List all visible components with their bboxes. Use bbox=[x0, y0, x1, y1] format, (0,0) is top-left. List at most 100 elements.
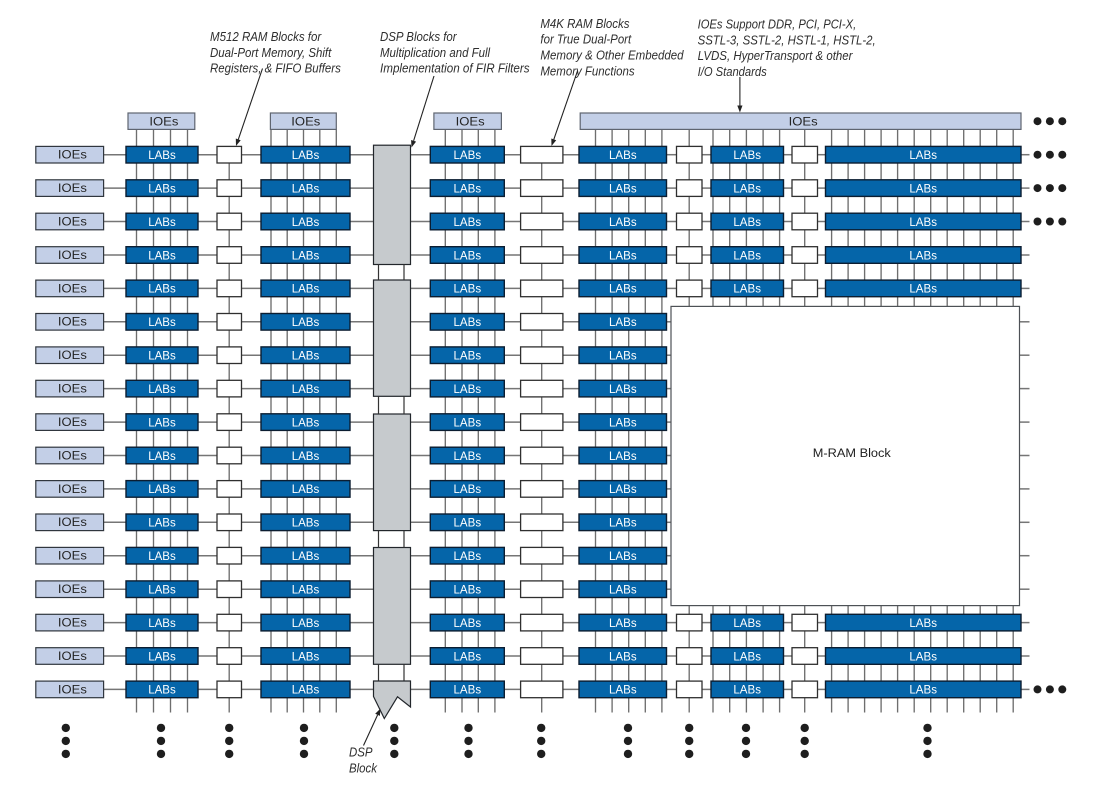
svg-text:LABs: LABs bbox=[454, 482, 482, 496]
svg-text:LABs: LABs bbox=[148, 248, 176, 262]
svg-text:LABs: LABs bbox=[454, 683, 482, 697]
svg-text:LABs: LABs bbox=[292, 215, 320, 229]
svg-text:LABs: LABs bbox=[148, 349, 176, 363]
svg-text:LABs: LABs bbox=[292, 315, 320, 329]
svg-text:IOEs: IOEs bbox=[58, 649, 87, 663]
svg-text:LABs: LABs bbox=[609, 449, 637, 463]
svg-text:LABs: LABs bbox=[292, 382, 320, 396]
svg-text:LABs: LABs bbox=[292, 148, 320, 162]
svg-text:IOEs: IOEs bbox=[58, 448, 87, 462]
svg-text:LABs: LABs bbox=[733, 683, 761, 697]
svg-text:for True Dual-Port: for True Dual-Port bbox=[540, 33, 631, 47]
svg-text:LABs: LABs bbox=[909, 683, 937, 697]
svg-text:LABs: LABs bbox=[609, 181, 637, 195]
svg-text:Implementation of FIR Filters: Implementation of FIR Filters bbox=[380, 62, 530, 76]
svg-text:LABs: LABs bbox=[609, 583, 637, 597]
svg-text:LABs: LABs bbox=[609, 248, 637, 262]
svg-text:LABs: LABs bbox=[292, 349, 320, 363]
svg-text:M512 RAM Blocks for: M512 RAM Blocks for bbox=[210, 30, 322, 44]
svg-text:IOEs: IOEs bbox=[58, 214, 87, 228]
svg-text:LABs: LABs bbox=[292, 616, 320, 630]
svg-text:IOEs: IOEs bbox=[58, 415, 87, 429]
svg-text:LABs: LABs bbox=[454, 449, 482, 463]
svg-text:IOEs: IOEs bbox=[58, 682, 87, 696]
svg-text:LABs: LABs bbox=[454, 549, 482, 563]
svg-text:DSP Blocks for: DSP Blocks for bbox=[380, 30, 457, 44]
svg-text:M-RAM Block: M-RAM Block bbox=[813, 446, 892, 460]
svg-text:LABs: LABs bbox=[454, 181, 482, 195]
svg-text:LABs: LABs bbox=[292, 248, 320, 262]
svg-text:IOEs: IOEs bbox=[58, 515, 87, 529]
svg-text:LABs: LABs bbox=[733, 248, 761, 262]
svg-text:IOEs: IOEs bbox=[58, 315, 87, 329]
svg-text:I/O Standards: I/O Standards bbox=[698, 65, 768, 79]
svg-text:LABs: LABs bbox=[148, 215, 176, 229]
svg-text:LABs: LABs bbox=[148, 649, 176, 663]
svg-text:IOEs: IOEs bbox=[149, 115, 178, 129]
svg-text:LABs: LABs bbox=[148, 148, 176, 162]
svg-text:LABs: LABs bbox=[609, 549, 637, 563]
svg-text:LABs: LABs bbox=[909, 248, 937, 262]
svg-text:LABs: LABs bbox=[148, 482, 176, 496]
svg-text:IOEs: IOEs bbox=[58, 549, 87, 563]
svg-text:LABs: LABs bbox=[609, 349, 637, 363]
svg-text:IOEs: IOEs bbox=[58, 181, 87, 195]
svg-text:LABs: LABs bbox=[148, 315, 176, 329]
svg-text:LABs: LABs bbox=[733, 282, 761, 296]
svg-text:LABs: LABs bbox=[148, 181, 176, 195]
svg-text:LABs: LABs bbox=[733, 215, 761, 229]
svg-text:LVDS, HyperTransport & other: LVDS, HyperTransport & other bbox=[698, 49, 854, 63]
svg-text:LABs: LABs bbox=[148, 415, 176, 429]
svg-text:LABs: LABs bbox=[454, 148, 482, 162]
svg-text:IOEs: IOEs bbox=[58, 281, 87, 295]
svg-text:LABs: LABs bbox=[454, 382, 482, 396]
svg-text:LABs: LABs bbox=[909, 215, 937, 229]
svg-text:IOEs: IOEs bbox=[58, 582, 87, 596]
svg-text:Memory Functions: Memory Functions bbox=[540, 64, 635, 78]
svg-text:LABs: LABs bbox=[454, 516, 482, 530]
svg-text:LABs: LABs bbox=[609, 282, 637, 296]
svg-text:LABs: LABs bbox=[148, 583, 176, 597]
svg-text:LABs: LABs bbox=[292, 282, 320, 296]
svg-text:LABs: LABs bbox=[454, 415, 482, 429]
svg-text:LABs: LABs bbox=[454, 315, 482, 329]
svg-text:LABs: LABs bbox=[909, 148, 937, 162]
svg-text:LABs: LABs bbox=[292, 415, 320, 429]
svg-text:LABs: LABs bbox=[148, 549, 176, 563]
svg-text:LABs: LABs bbox=[148, 282, 176, 296]
svg-text:LABs: LABs bbox=[454, 616, 482, 630]
svg-text:LABs: LABs bbox=[454, 649, 482, 663]
svg-text:IOEs Support DDR, PCI, PCI-X,: IOEs Support DDR, PCI, PCI-X, bbox=[698, 18, 857, 32]
svg-text:LABs: LABs bbox=[733, 649, 761, 663]
svg-text:IOEs: IOEs bbox=[456, 115, 485, 129]
svg-text:LABs: LABs bbox=[909, 282, 937, 296]
svg-text:LABs: LABs bbox=[609, 315, 637, 329]
svg-text:IOEs: IOEs bbox=[58, 382, 87, 396]
svg-text:Multiplication and Full: Multiplication and Full bbox=[380, 46, 491, 60]
svg-text:LABs: LABs bbox=[148, 683, 176, 697]
svg-text:DSP: DSP bbox=[349, 746, 373, 760]
svg-text:IOEs: IOEs bbox=[789, 115, 818, 129]
svg-text:LABs: LABs bbox=[733, 148, 761, 162]
svg-text:M4K RAM Blocks: M4K RAM Blocks bbox=[540, 17, 630, 31]
svg-text:Registers, & FIFO Buffers: Registers, & FIFO Buffers bbox=[210, 62, 341, 76]
svg-text:LABs: LABs bbox=[292, 181, 320, 195]
svg-text:LABs: LABs bbox=[292, 683, 320, 697]
svg-text:Memory & Other Embedded: Memory & Other Embedded bbox=[540, 49, 684, 63]
svg-text:LABs: LABs bbox=[909, 181, 937, 195]
svg-text:LABs: LABs bbox=[909, 616, 937, 630]
svg-text:LABs: LABs bbox=[609, 649, 637, 663]
svg-text:LABs: LABs bbox=[609, 482, 637, 496]
svg-text:IOEs: IOEs bbox=[291, 115, 320, 129]
svg-text:Dual-Port Memory, Shift: Dual-Port Memory, Shift bbox=[210, 46, 332, 60]
svg-text:IOEs: IOEs bbox=[58, 348, 87, 362]
svg-text:LABs: LABs bbox=[454, 583, 482, 597]
svg-text:LABs: LABs bbox=[454, 215, 482, 229]
svg-text:LABs: LABs bbox=[292, 516, 320, 530]
svg-text:LABs: LABs bbox=[454, 282, 482, 296]
svg-text:LABs: LABs bbox=[733, 616, 761, 630]
svg-text:LABs: LABs bbox=[909, 649, 937, 663]
svg-text:LABs: LABs bbox=[148, 449, 176, 463]
svg-text:LABs: LABs bbox=[292, 482, 320, 496]
svg-text:LABs: LABs bbox=[733, 181, 761, 195]
